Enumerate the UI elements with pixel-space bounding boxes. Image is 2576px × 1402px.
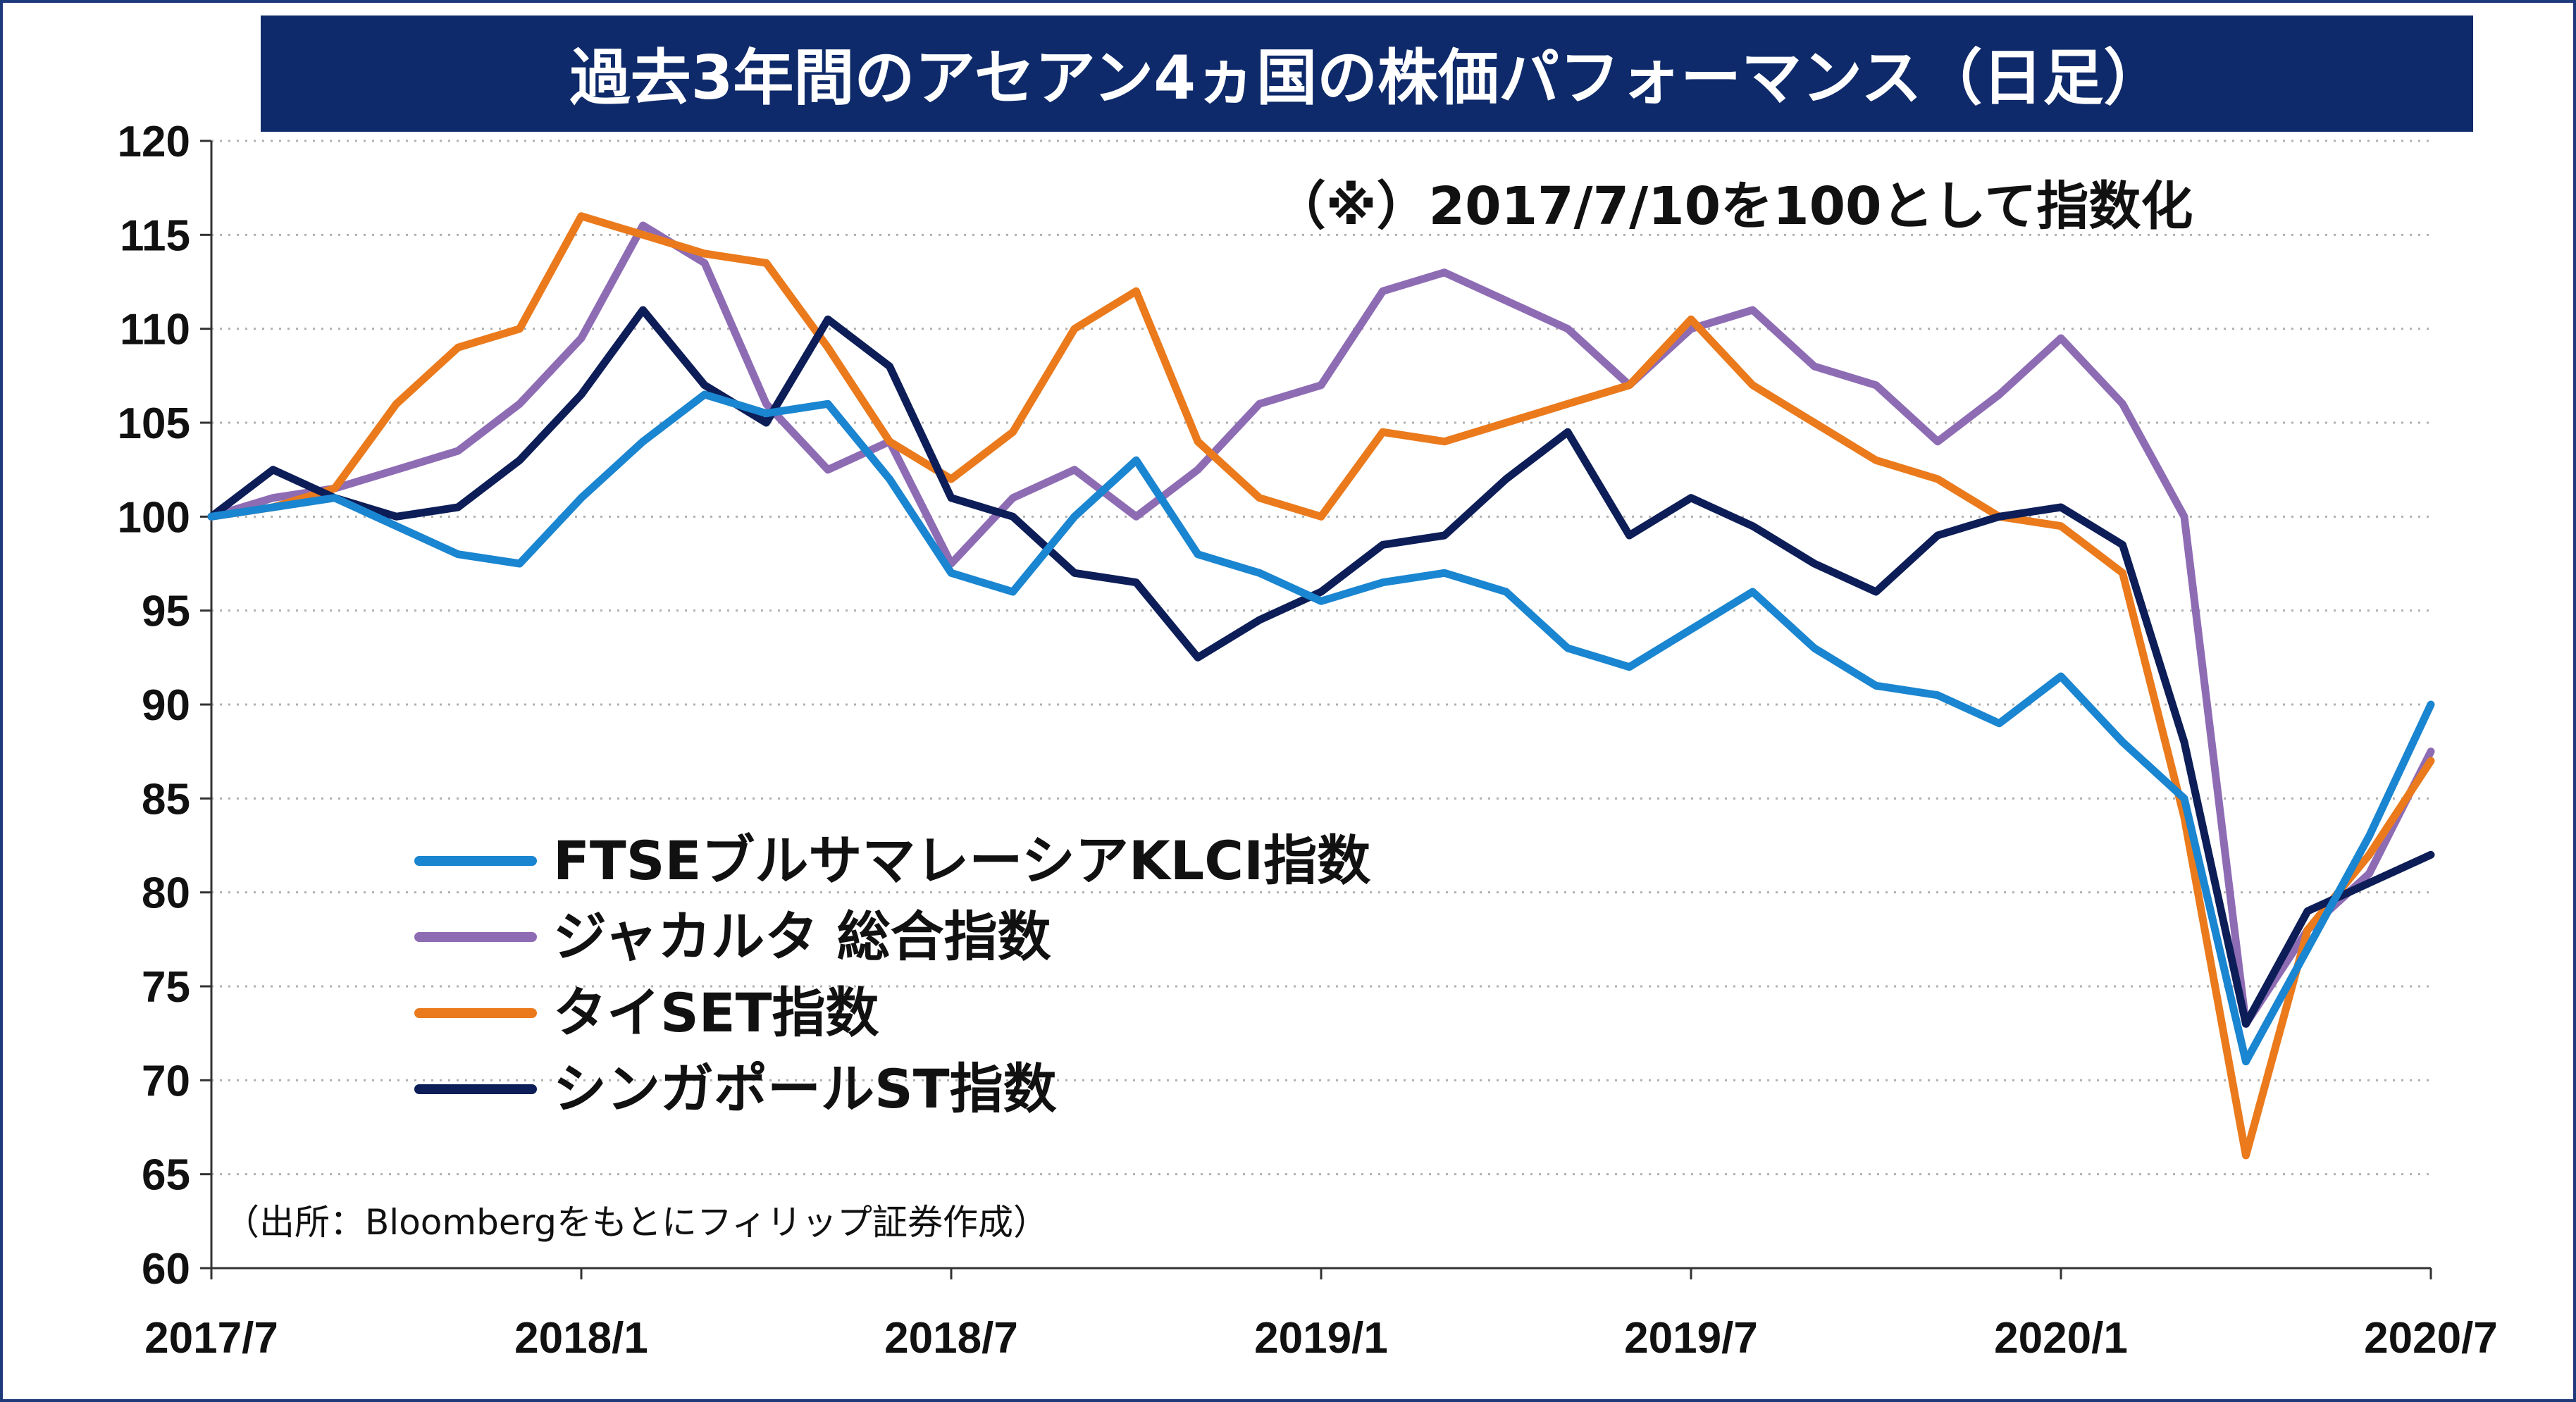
x-tick-label: 2019/1 xyxy=(1254,1314,1388,1363)
series-line-1 xyxy=(207,221,2435,1028)
y-tick-label: 120 xyxy=(118,118,190,166)
title-banner xyxy=(261,15,2473,132)
y-tick-label: 75 xyxy=(142,963,190,1012)
y-tick-label: 90 xyxy=(142,681,190,730)
y-tick-label: 115 xyxy=(120,211,190,260)
y-tick-label: 110 xyxy=(120,306,190,354)
source-note: （出所：Bloombergをもとにフィリップ証券作成） xyxy=(224,1202,1048,1243)
series-line-3 xyxy=(207,306,2435,1028)
axes: 60 65 70 75 80 85 90 95 100 105 110 115 120 2017/7 201… xyxy=(118,118,2498,1363)
x-tick-label: 2018/1 xyxy=(514,1314,648,1363)
y-tick-label: 70 xyxy=(142,1057,190,1105)
x-tick-label: 2018/7 xyxy=(884,1314,1018,1363)
series-line-2 xyxy=(207,212,2435,1160)
legend-label-1: ジャカルタ 総合指数 xyxy=(553,905,1051,968)
y-tick-label: 100 xyxy=(118,493,190,542)
y-tick-label: 105 xyxy=(118,399,190,448)
y-tick-label: 95 xyxy=(142,588,190,636)
x-tick-label: 2019/7 xyxy=(1624,1314,1758,1363)
y-tick-label: 65 xyxy=(142,1151,190,1200)
series-lines xyxy=(207,212,2435,1160)
y-tick-label: 60 xyxy=(142,1245,190,1294)
series-line-0 xyxy=(207,390,2435,1066)
y-tick-label: 85 xyxy=(142,775,190,824)
x-tick-label: 2020/7 xyxy=(2364,1314,2498,1363)
x-tick-label: 2020/1 xyxy=(1994,1314,2128,1363)
chart-title: 過去3年間のアセアン4ヵ国の株価パフォーマンス（日足） xyxy=(570,43,2165,113)
legend-label-2: タイSET指数 xyxy=(553,981,879,1044)
legend-label-3: シンガポールST指数 xyxy=(553,1057,1057,1120)
legend-label-0: FTSEブルサマレーシアKLCI指数 xyxy=(553,829,1370,892)
index-note: （※）2017/7/10を100として指数化 xyxy=(1274,176,2193,237)
y-tick-label: 80 xyxy=(142,869,190,918)
x-tick-label: 2017/7 xyxy=(144,1314,278,1363)
